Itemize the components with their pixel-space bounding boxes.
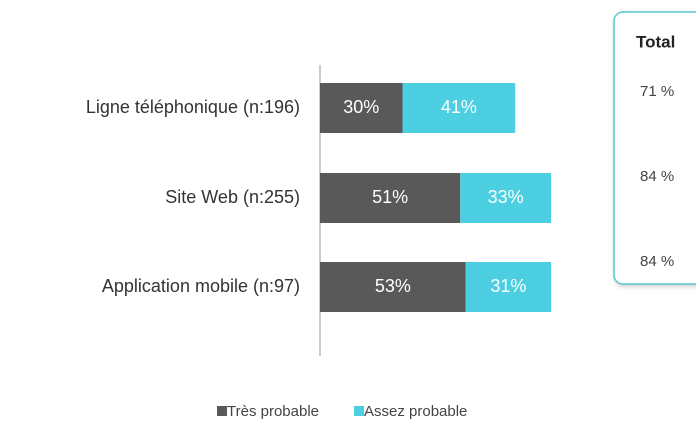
total-value: 84 % bbox=[640, 253, 674, 270]
legend-label: Très probable bbox=[227, 403, 319, 420]
category-label: Ligne téléphonique (n:196) bbox=[86, 97, 300, 117]
bar-segment bbox=[460, 173, 551, 223]
total-title: Total bbox=[636, 32, 675, 51]
bar-segment bbox=[320, 83, 403, 133]
bar-segment bbox=[320, 262, 466, 312]
total-value: 84 % bbox=[640, 168, 674, 185]
bar-segment bbox=[465, 262, 551, 312]
value-label: 51% bbox=[372, 187, 408, 207]
category-label: Site Web (n:255) bbox=[165, 187, 300, 207]
value-label: 41% bbox=[441, 97, 477, 117]
value-label: 31% bbox=[490, 276, 526, 296]
legend-swatch bbox=[217, 406, 227, 416]
bar-segment bbox=[320, 173, 461, 223]
bar-segment bbox=[402, 83, 516, 133]
category-label: Application mobile (n:97) bbox=[102, 276, 300, 296]
value-label: 33% bbox=[488, 187, 524, 207]
total-value: 71 % bbox=[640, 83, 674, 100]
value-label: 53% bbox=[375, 276, 411, 296]
legend-label: Assez probable bbox=[364, 403, 467, 420]
legend-swatch bbox=[354, 406, 364, 416]
value-label: 30% bbox=[343, 97, 379, 117]
total-box bbox=[613, 11, 696, 285]
